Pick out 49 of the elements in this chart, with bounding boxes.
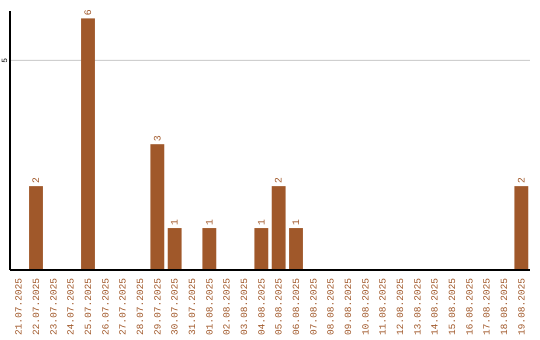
x-tick-label: 30.07.2025 (170, 278, 181, 336)
x-tick-label: 16.08.2025 (464, 278, 476, 336)
data-label: 3 (153, 135, 164, 142)
y-tick-label: 5 (1, 58, 10, 63)
data-label: 1 (292, 219, 303, 226)
bar (514, 186, 528, 270)
data-label: 1 (257, 219, 268, 226)
data-label: 1 (170, 219, 182, 226)
bar (254, 228, 268, 270)
bar (168, 228, 182, 270)
x-tick-label: 29.07.2025 (152, 278, 164, 336)
x-tick-label: 07.08.2025 (308, 278, 320, 336)
data-label: 2 (274, 177, 286, 184)
x-tick-label: 11.08.2025 (378, 278, 389, 336)
data-label: 6 (84, 9, 95, 16)
x-tick-label: 01.08.2025 (204, 278, 216, 336)
x-tick-label: 05.08.2025 (274, 278, 285, 336)
x-tick-label: 28.07.2025 (135, 278, 146, 336)
x-tick-label: 03.08.2025 (239, 278, 250, 336)
bar (272, 186, 286, 270)
x-tick-label: 21.07.2025 (14, 278, 25, 336)
bar (202, 228, 216, 270)
x-tick-label: 12.08.2025 (395, 278, 406, 336)
x-tick-label: 25.07.2025 (83, 278, 94, 336)
x-tick-label: 31.07.2025 (187, 278, 198, 336)
x-tick-label: 23.07.2025 (48, 278, 60, 336)
x-tick-label: 14.08.2025 (430, 278, 441, 336)
x-tick-label: 13.08.2025 (412, 278, 424, 336)
x-tick-label: 06.08.2025 (291, 278, 302, 336)
bar (81, 18, 95, 270)
x-tick-label: 18.08.2025 (499, 278, 510, 336)
x-tick-label: 17.08.2025 (482, 278, 493, 336)
data-label: 1 (205, 219, 216, 226)
x-tick-label: 19.08.2025 (516, 278, 528, 336)
x-tick-label: 26.07.2025 (100, 278, 112, 336)
x-tick-label: 04.08.2025 (256, 278, 268, 336)
x-tick-label: 24.07.2025 (66, 278, 77, 336)
data-label: 2 (517, 177, 528, 184)
x-tick-label: 09.08.2025 (343, 278, 354, 336)
x-tick-label: 22.07.2025 (31, 278, 42, 336)
x-tick-label: 02.08.2025 (222, 278, 233, 336)
x-tick-label: 10.08.2025 (360, 278, 372, 336)
x-tick-label: 15.08.2025 (447, 278, 458, 336)
x-tick-label: 27.07.2025 (118, 278, 129, 336)
bar (150, 144, 164, 270)
bar (29, 186, 43, 270)
x-tick-label: 08.08.2025 (326, 278, 337, 336)
bar (289, 228, 303, 270)
data-label: 2 (32, 177, 43, 184)
